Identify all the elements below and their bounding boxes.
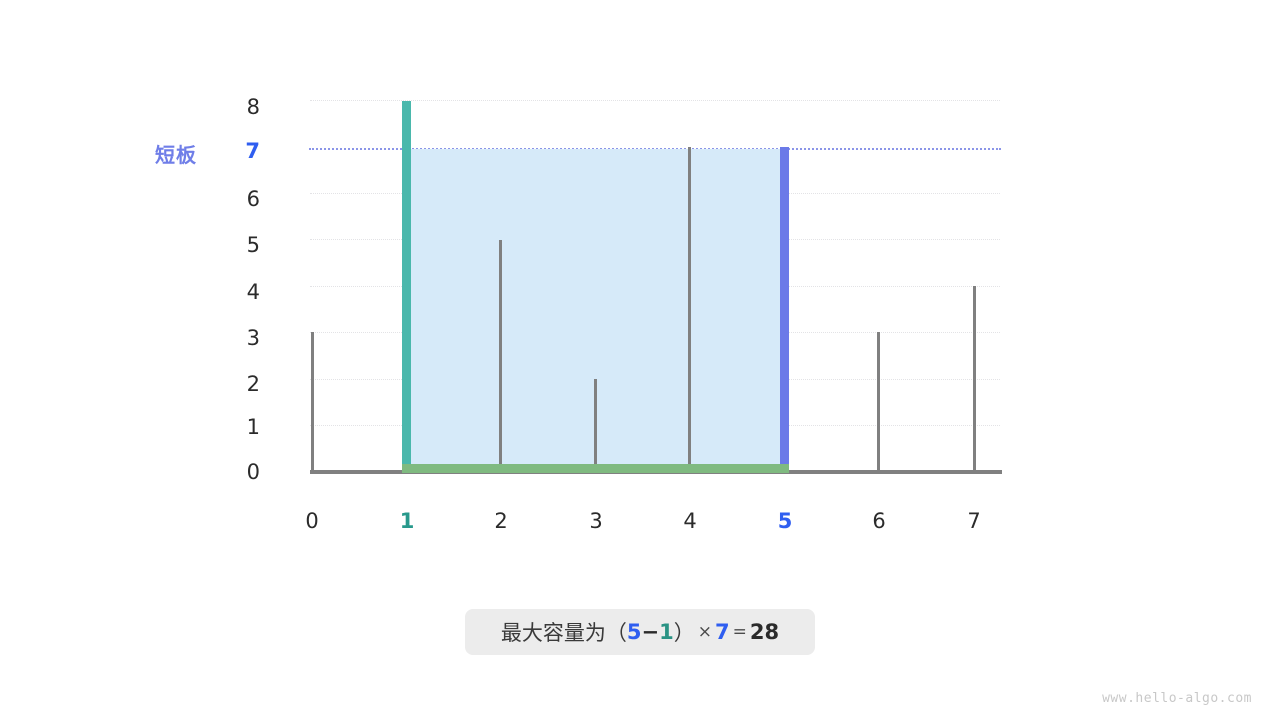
bar-index-7 bbox=[973, 286, 976, 472]
y-tick-6: 6 bbox=[246, 187, 260, 211]
watermark: www.hello-algo.com bbox=[1102, 691, 1252, 706]
y-tick-8: 8 bbox=[246, 95, 260, 119]
caption-right-index: 5 bbox=[626, 620, 642, 644]
bar-index-0 bbox=[311, 332, 314, 472]
bar-index-5-right-pointer bbox=[780, 147, 789, 472]
bar-index-6 bbox=[877, 332, 880, 472]
y-tick-4: 4 bbox=[246, 280, 260, 304]
bar-index-4 bbox=[688, 147, 691, 472]
caption-paren-open: （ bbox=[605, 621, 627, 645]
y-tick-0: 0 bbox=[246, 460, 260, 484]
x-tick-6: 6 bbox=[872, 509, 886, 533]
bar-index-3 bbox=[594, 379, 597, 472]
caption-prefix: 最大容量为 bbox=[500, 621, 606, 645]
x-tick-5-right-pointer: 5 bbox=[777, 509, 793, 533]
y-tick-2: 2 bbox=[246, 372, 260, 396]
caption-left-index: 1 bbox=[659, 620, 674, 644]
x-tick-1-left-pointer: 1 bbox=[399, 509, 415, 533]
x-tick-3: 3 bbox=[589, 509, 603, 533]
bar-index-1-left-pointer bbox=[402, 101, 411, 472]
capacity-base-line bbox=[402, 464, 789, 473]
caption-height: 7 bbox=[715, 620, 730, 644]
x-tick-0: 0 bbox=[305, 509, 319, 533]
x-tick-4: 4 bbox=[683, 509, 697, 533]
short-board-label: 短板 bbox=[155, 143, 197, 167]
x-tick-2: 2 bbox=[494, 509, 508, 533]
y-tick-1: 1 bbox=[246, 415, 260, 439]
gridline-8 bbox=[310, 100, 1000, 101]
caption-equals: = bbox=[732, 622, 747, 642]
bar-index-2 bbox=[499, 240, 502, 472]
y-tick-3: 3 bbox=[246, 326, 260, 350]
y-tick-7-short-board: 7 bbox=[245, 139, 260, 163]
y-tick-5: 5 bbox=[246, 233, 260, 257]
capacity-caption: 最大容量为（5−1） × 7 = 28 bbox=[465, 609, 815, 655]
caption-result: 28 bbox=[749, 620, 780, 644]
caption-times: × bbox=[697, 622, 712, 642]
x-tick-7: 7 bbox=[967, 509, 981, 533]
caption-paren-close: ） bbox=[673, 621, 695, 645]
caption-minus: − bbox=[641, 620, 660, 644]
